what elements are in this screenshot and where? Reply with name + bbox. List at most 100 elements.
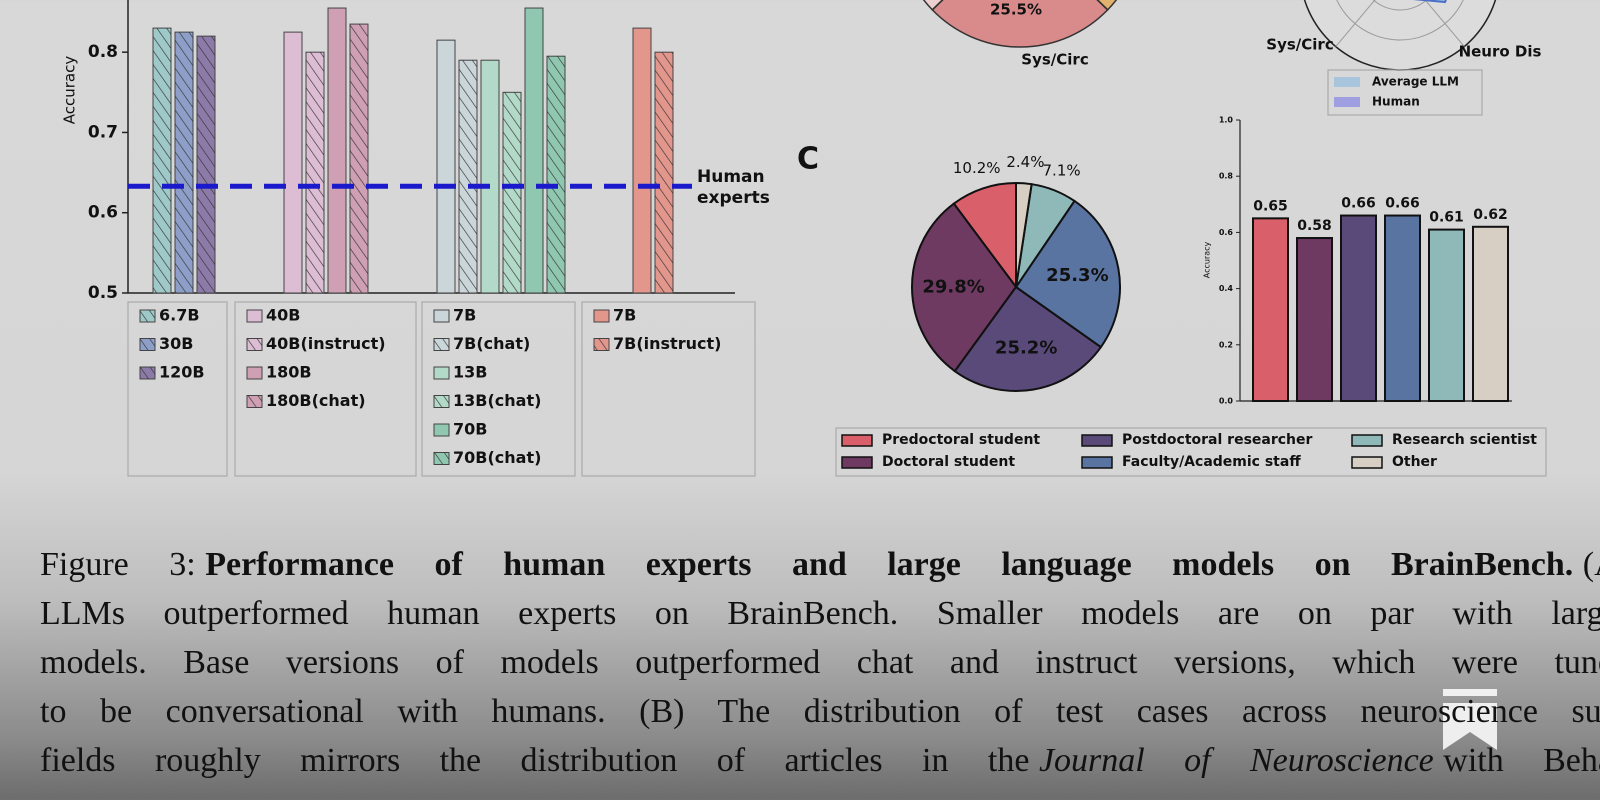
y-tick-label: 1.0 [1219, 116, 1234, 125]
radar-shape [1412, 0, 1447, 4]
legend-label: Average LLM [1372, 75, 1459, 89]
pie-slice [931, 0, 1109, 48]
bar [632, 27, 652, 294]
legend-label: 70B [453, 420, 487, 439]
bookmark-bar [1443, 689, 1497, 696]
bar-hatch [503, 92, 521, 294]
legend-label: Predoctoral student [882, 432, 1040, 448]
legend-swatch-hatch [247, 395, 262, 408]
radar-ring [1372, 0, 1428, 11]
legend-label: 40B [266, 306, 300, 325]
bar-hatch [175, 32, 193, 293]
caption-text: models. Base versions of models outperfo… [40, 644, 1600, 681]
y-axis-label: Accuracy [61, 56, 79, 125]
legend-label: 70B(chat) [453, 448, 541, 467]
caption-text: Journal of Neuroscience [1038, 742, 1434, 779]
legend-label: Doctoral student [882, 454, 1015, 470]
legend-label: 6.7B [159, 306, 200, 325]
pie-value-label: 25.5% [990, 1, 1042, 19]
bar [327, 7, 347, 294]
caption-text: (A) [1582, 546, 1600, 583]
legend-swatch [433, 423, 450, 437]
pie-value-label: 10.2% [953, 159, 1001, 177]
y-tick-label: 0.6 [88, 203, 118, 223]
figure-group: 0.5 0.6 0.7 0.8 Accuracy 6.7B 30B 120B 40B 40B(in… [61, 0, 1547, 477]
legend-label: Research scientist [1392, 432, 1537, 448]
bar-value-label: 0.66 [1385, 196, 1420, 212]
legend-label: 120B [159, 363, 205, 382]
legend-label: 40B(instruct) [266, 334, 386, 353]
legend-swatch-hatch [434, 338, 449, 351]
legend-label: 7B [613, 306, 636, 325]
bar [1384, 214, 1421, 402]
pie-slice-other [922, 0, 944, 11]
pie-value-label: 29.8% [922, 276, 984, 297]
legend-label: 30B [159, 334, 193, 353]
bar-hatch [197, 36, 215, 293]
bar [1296, 237, 1333, 402]
bar [1252, 217, 1289, 402]
radar-spoke [1424, 0, 1465, 47]
radar-spoke [1335, 0, 1376, 47]
legend-box [234, 301, 417, 477]
legend-label: Faculty/Academic staff [1122, 454, 1301, 470]
bar-hatch [153, 28, 171, 294]
pie-value-label: 2.4% [1006, 153, 1044, 171]
legend-label: 13B [453, 363, 487, 382]
y-tick-label: 0.4 [1219, 284, 1234, 293]
legend-swatch-hatch [247, 338, 262, 351]
legend-swatch-hatch [140, 338, 155, 351]
bar [283, 31, 303, 294]
legend-swatch-hatch [434, 452, 449, 465]
caption-line: LLMs outperformed human experts on Brain… [40, 589, 1600, 638]
legend-swatch-hatch [140, 367, 155, 379]
caption-line: models. Base versions of models outperfo… [40, 638, 1600, 687]
legend-box [1327, 69, 1483, 116]
bar-value-label: 0.62 [1473, 207, 1508, 223]
legend-swatch [1351, 434, 1383, 447]
legend-label: Postdoctoral researcher [1122, 432, 1313, 448]
bar-value-label: 0.66 [1341, 196, 1376, 212]
bar [524, 7, 544, 294]
pie-value-label: 25.3% [1046, 265, 1108, 286]
bar-hatch [459, 60, 477, 294]
reference-label: experts [697, 188, 770, 208]
bar-value-label: 0.65 [1253, 198, 1288, 214]
bar [480, 59, 500, 294]
radar-axis-label: Neuro Dis [1459, 43, 1542, 61]
y-tick-label: 0.5 [88, 283, 118, 303]
pie-slice [1015, 181, 1033, 288]
y-tick-label: 0.7 [88, 122, 118, 142]
legend-swatch [1081, 456, 1113, 469]
bar-value-label: 0.58 [1297, 218, 1332, 234]
legend-label: 13B(chat) [453, 391, 541, 410]
legend-swatch [1081, 434, 1113, 447]
pie-slice [1014, 199, 1121, 349]
legend-swatch [841, 434, 873, 447]
legend-label: Human [1372, 95, 1420, 109]
radar-ring [1336, 0, 1464, 41]
legend-swatch-hatch [140, 310, 155, 322]
y-tick-label: 0.0 [1219, 397, 1234, 406]
bar-hatch [306, 52, 324, 293]
legend-swatch [433, 309, 450, 323]
caption-line: to be conversational with humans. (B) Th… [40, 687, 1600, 736]
bookmark-ribbon [1443, 703, 1497, 750]
legend-swatch [246, 309, 263, 323]
legend-swatch-hatch [594, 338, 609, 351]
legend-swatch [1334, 77, 1360, 87]
caption-text: fields roughly mirrors the distribution … [40, 742, 1030, 779]
y-axis-label: Accuracy [1203, 241, 1212, 278]
legend-label: 7B [453, 306, 476, 325]
legend-label: Other [1392, 454, 1437, 470]
bar-value-label: 0.61 [1429, 210, 1464, 226]
legend-swatch [593, 309, 610, 323]
pie-slice [911, 202, 1018, 373]
legend-box [127, 301, 228, 477]
pie-value-label: 7.1% [1043, 161, 1081, 179]
legend-box [835, 427, 1547, 477]
caption-text: with Behav [1443, 742, 1600, 779]
radar-axis-label: Sys/Circ [1266, 36, 1333, 54]
